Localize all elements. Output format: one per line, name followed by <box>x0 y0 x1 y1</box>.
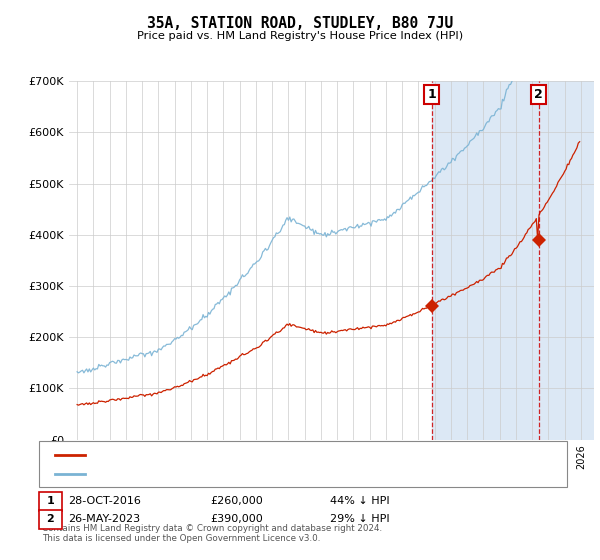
Text: 1: 1 <box>428 88 436 101</box>
Text: 35A, STATION ROAD, STUDLEY, B80 7JU: 35A, STATION ROAD, STUDLEY, B80 7JU <box>147 16 453 31</box>
Text: 26-MAY-2023: 26-MAY-2023 <box>68 514 140 524</box>
Text: 28-OCT-2016: 28-OCT-2016 <box>68 496 140 506</box>
Text: £260,000: £260,000 <box>210 496 263 506</box>
Text: 2: 2 <box>535 88 543 101</box>
Text: HPI: Average price, detached house, Stratford-on-Avon: HPI: Average price, detached house, Stra… <box>91 469 377 478</box>
Text: 35A, STATION ROAD, STUDLEY, B80 7JU (detached house): 35A, STATION ROAD, STUDLEY, B80 7JU (det… <box>91 450 391 460</box>
Text: 1: 1 <box>47 496 54 506</box>
Text: 29% ↓ HPI: 29% ↓ HPI <box>330 514 389 524</box>
Text: Price paid vs. HM Land Registry's House Price Index (HPI): Price paid vs. HM Land Registry's House … <box>137 31 463 41</box>
Text: 44% ↓ HPI: 44% ↓ HPI <box>330 496 389 506</box>
Text: 2: 2 <box>47 514 54 524</box>
Text: Contains HM Land Registry data © Crown copyright and database right 2024.
This d: Contains HM Land Registry data © Crown c… <box>42 524 382 543</box>
Text: £390,000: £390,000 <box>210 514 263 524</box>
Bar <box>432 81 594 440</box>
